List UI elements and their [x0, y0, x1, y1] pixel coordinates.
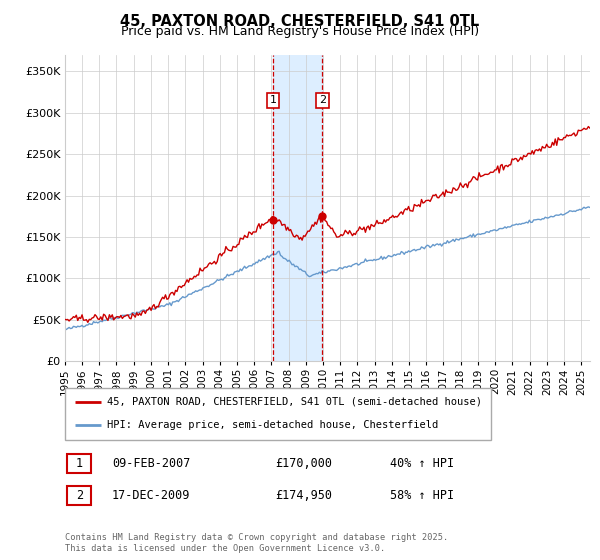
Text: 45, PAXTON ROAD, CHESTERFIELD, S41 0TL: 45, PAXTON ROAD, CHESTERFIELD, S41 0TL — [121, 14, 479, 29]
Text: £170,000: £170,000 — [275, 457, 332, 470]
Text: 40% ↑ HPI: 40% ↑ HPI — [391, 457, 454, 470]
Text: 45, PAXTON ROAD, CHESTERFIELD, S41 0TL (semi-detached house): 45, PAXTON ROAD, CHESTERFIELD, S41 0TL (… — [107, 397, 482, 407]
Text: 58% ↑ HPI: 58% ↑ HPI — [391, 489, 454, 502]
Text: 2: 2 — [319, 95, 326, 105]
Text: HPI: Average price, semi-detached house, Chesterfield: HPI: Average price, semi-detached house,… — [107, 420, 439, 430]
Text: Price paid vs. HM Land Registry's House Price Index (HPI): Price paid vs. HM Land Registry's House … — [121, 25, 479, 38]
FancyBboxPatch shape — [67, 486, 91, 505]
Text: 2: 2 — [76, 489, 83, 502]
Text: 17-DEC-2009: 17-DEC-2009 — [112, 489, 190, 502]
Text: £174,950: £174,950 — [275, 489, 332, 502]
Text: 1: 1 — [76, 457, 83, 470]
FancyBboxPatch shape — [67, 455, 91, 473]
FancyBboxPatch shape — [65, 388, 491, 440]
Text: Contains HM Land Registry data © Crown copyright and database right 2025.
This d: Contains HM Land Registry data © Crown c… — [65, 533, 448, 553]
Text: 09-FEB-2007: 09-FEB-2007 — [112, 457, 190, 470]
Bar — [273, 55, 322, 361]
Text: 1: 1 — [269, 95, 277, 105]
